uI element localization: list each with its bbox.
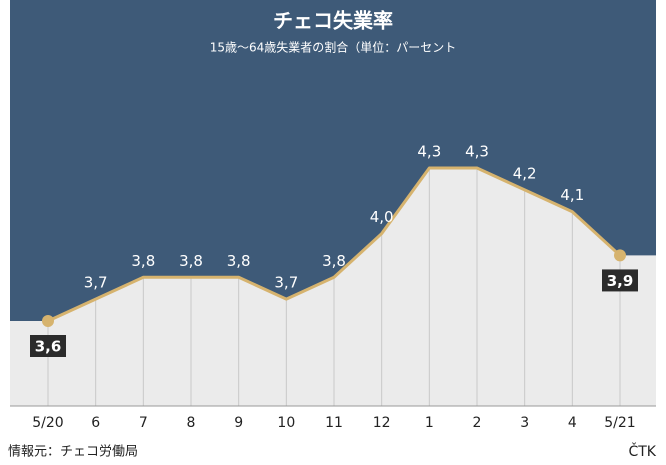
credit: ČTK: [628, 442, 656, 460]
source: 情報元：チェコ労働局: [8, 445, 138, 460]
x-tick-label: 11: [325, 415, 343, 431]
value-label-box: [30, 335, 66, 357]
x-tick-label: 12: [373, 415, 391, 431]
value-label: 4,2: [513, 164, 537, 182]
chart-title: チェコ失業率: [273, 9, 393, 33]
value-label: 3,8: [227, 252, 251, 270]
x-tick-label: 4: [568, 415, 577, 431]
value-label: 4,3: [465, 143, 489, 161]
chart-subtitle: 15歳〜64歳失業者の割合（単位：パーセント: [210, 40, 457, 55]
x-tick-label: 10: [277, 415, 295, 431]
data-line: [47, 166, 622, 323]
end-point: [614, 249, 626, 262]
plot-area: 5/20 3,6 6 3,7 7 3,8 8 3,8 9 3,8 10 3,7 11 3,8 12 4,0 1 4…: [10, 0, 656, 431]
value-label: 3,8: [131, 252, 155, 270]
value-label: 3,7: [84, 274, 108, 292]
x-tick-label: 5/20: [32, 415, 63, 431]
x-tick-label: 5/21: [604, 415, 635, 431]
value-label: 3,9: [607, 272, 634, 290]
x-tick-label: 8: [187, 415, 196, 431]
value-label: 3,7: [274, 274, 298, 292]
end-point: [42, 315, 54, 327]
value-label: 3,8: [179, 252, 203, 270]
value-label: 3,6: [35, 338, 62, 356]
value-label: 4,0: [370, 208, 394, 226]
value-label: 3,8: [322, 252, 346, 270]
x-tick-label: 6: [91, 415, 100, 431]
value-label: 4,1: [560, 186, 584, 204]
value-label-box: [602, 269, 638, 292]
x-tick-label: 2: [473, 415, 482, 431]
x-tick-label: 7: [139, 415, 148, 431]
x-tick-label: 1: [425, 415, 434, 431]
x-tick-label: 9: [234, 415, 243, 431]
x-tick-label: 3: [520, 415, 529, 431]
area-below-line: [10, 168, 656, 406]
value-label: 4,3: [417, 143, 441, 161]
